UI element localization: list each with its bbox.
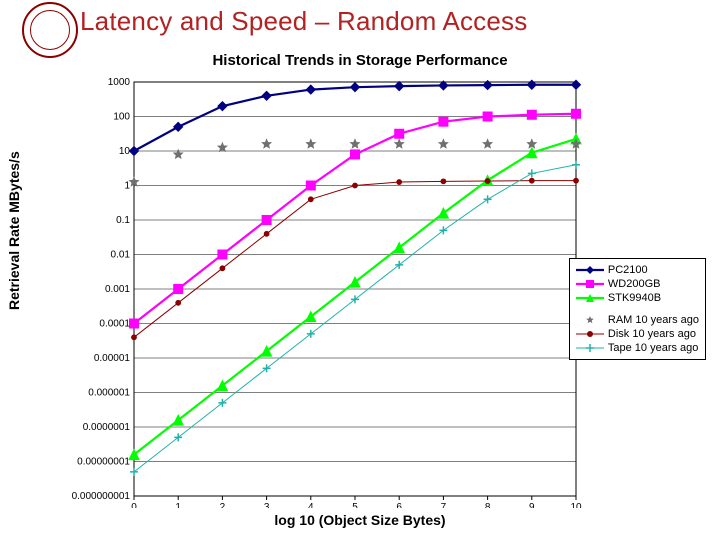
svg-text:0.00001: 0.00001 bbox=[94, 353, 131, 364]
legend-label: STK9940B bbox=[608, 291, 661, 305]
legend-item: WD200GB bbox=[576, 277, 699, 291]
legend-label: Disk 10 years ago bbox=[608, 327, 696, 341]
series-Disk 10 years ago bbox=[132, 178, 579, 339]
svg-text:1: 1 bbox=[175, 502, 181, 508]
x-axis-label: log 10 (Object Size Bytes) bbox=[0, 512, 720, 528]
legend-label: RAM 10 years ago bbox=[608, 313, 699, 327]
chart-title: Historical Trends in Storage Performance bbox=[0, 52, 720, 69]
svg-text:0.0001: 0.0001 bbox=[99, 319, 130, 330]
legend-item: PC2100 bbox=[576, 263, 699, 277]
svg-text:0.00000001: 0.00000001 bbox=[77, 457, 130, 468]
y-axis-label: Retrieval Rate MBytes/s bbox=[6, 151, 22, 310]
svg-text:0.000000001: 0.000000001 bbox=[72, 491, 131, 502]
legend-item: RAM 10 years ago bbox=[576, 313, 699, 327]
svg-text:9: 9 bbox=[529, 502, 535, 508]
svg-text:10: 10 bbox=[570, 502, 582, 508]
svg-text:0.000001: 0.000001 bbox=[88, 388, 130, 399]
svg-text:8: 8 bbox=[485, 502, 491, 508]
legend-item: STK9940B bbox=[576, 291, 699, 305]
legend-label: PC2100 bbox=[608, 263, 648, 277]
legend-label: WD200GB bbox=[608, 277, 661, 291]
svg-text:0.1: 0.1 bbox=[116, 215, 130, 226]
svg-text:4: 4 bbox=[308, 502, 314, 508]
series-RAM 10 years ago bbox=[130, 140, 581, 186]
svg-text:6: 6 bbox=[396, 502, 402, 508]
svg-text:10: 10 bbox=[119, 146, 131, 157]
legend-item: Tape 10 years ago bbox=[576, 341, 699, 355]
slide-title: Latency and Speed – Random Access bbox=[80, 6, 527, 37]
legend-item: Disk 10 years ago bbox=[576, 327, 699, 341]
svg-text:100: 100 bbox=[113, 112, 130, 123]
svg-text:0.0000001: 0.0000001 bbox=[83, 422, 131, 433]
svg-text:2: 2 bbox=[220, 502, 226, 508]
svg-text:7: 7 bbox=[441, 502, 447, 508]
svg-text:5: 5 bbox=[352, 502, 358, 508]
svg-text:1: 1 bbox=[124, 181, 130, 192]
svg-text:1000: 1000 bbox=[108, 77, 131, 88]
svg-text:0.001: 0.001 bbox=[105, 284, 130, 295]
institution-seal-icon bbox=[22, 2, 78, 58]
chart-legend: PC2100WD200GBSTK9940B RAM 10 years agoDis… bbox=[569, 258, 706, 360]
legend-label: Tape 10 years ago bbox=[608, 341, 699, 355]
svg-text:0.01: 0.01 bbox=[111, 250, 131, 261]
svg-text:3: 3 bbox=[264, 502, 270, 508]
svg-text:0: 0 bbox=[131, 502, 137, 508]
series-Tape 10 years ago bbox=[130, 161, 580, 476]
